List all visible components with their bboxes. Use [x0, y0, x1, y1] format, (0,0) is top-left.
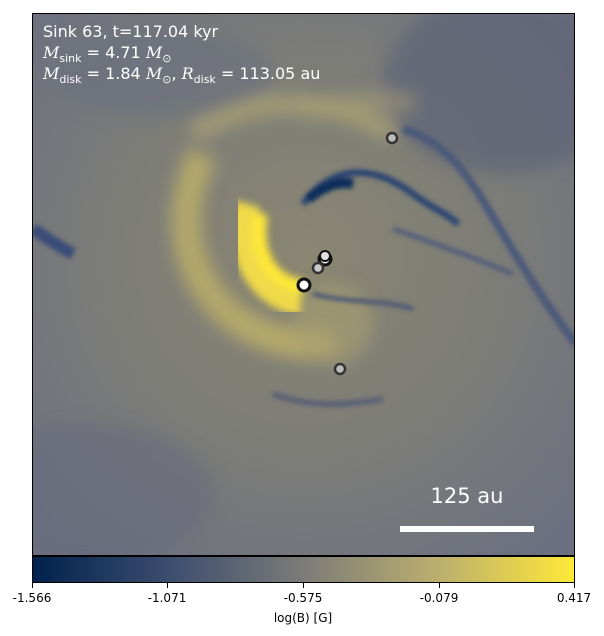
sink-marker	[296, 277, 312, 293]
disk-radius-value: 113.05	[239, 64, 296, 83]
sink-mass-value: 4.71	[105, 43, 141, 62]
scale-bar	[400, 526, 534, 532]
colorbar-tick	[303, 583, 304, 588]
sink-marker	[319, 250, 331, 262]
colorbar-tick-label: -0.575	[283, 591, 323, 605]
disk-line: Mdisk = 1.84 M⊙, Rdisk = 113.05 au	[43, 64, 321, 87]
colorbar-tick	[574, 583, 575, 588]
sink-marker	[311, 261, 325, 275]
sink-marker	[385, 131, 399, 145]
colorbar-tick-label: -1.566	[12, 591, 52, 605]
sink-mass-line: Msink = 4.71 M⊙	[43, 43, 172, 66]
disk-mass-value: 1.84	[105, 64, 141, 83]
sink-marker	[333, 362, 347, 376]
sink-info-line: Sink 63, t=117.04 kyr	[43, 22, 219, 41]
colorbar	[32, 556, 575, 583]
dark-filaments	[33, 125, 574, 407]
field-structure	[33, 14, 574, 555]
mass-unit: M	[145, 64, 163, 83]
colorbar-tick	[32, 583, 33, 588]
colorbar-tick	[439, 583, 440, 588]
colorbar-tick	[167, 583, 168, 588]
bright-arc	[231, 200, 304, 315]
scale-bar-label: 125 au	[430, 484, 504, 508]
radius-unit: au	[300, 64, 321, 83]
colorbar-tick-label: 0.417	[556, 591, 592, 605]
magnetic-field-map: Sink 63, t=117.04 kyr Msink = 4.71 M⊙ Md…	[32, 13, 575, 556]
colorbar-label: log(B) [G]	[273, 611, 333, 625]
colorbar-tick-label: -1.071	[147, 591, 187, 605]
field-image	[33, 14, 574, 555]
sink-markers	[296, 131, 399, 376]
colorbar-tick-label: -0.079	[419, 591, 459, 605]
mass-unit: M	[145, 43, 163, 62]
